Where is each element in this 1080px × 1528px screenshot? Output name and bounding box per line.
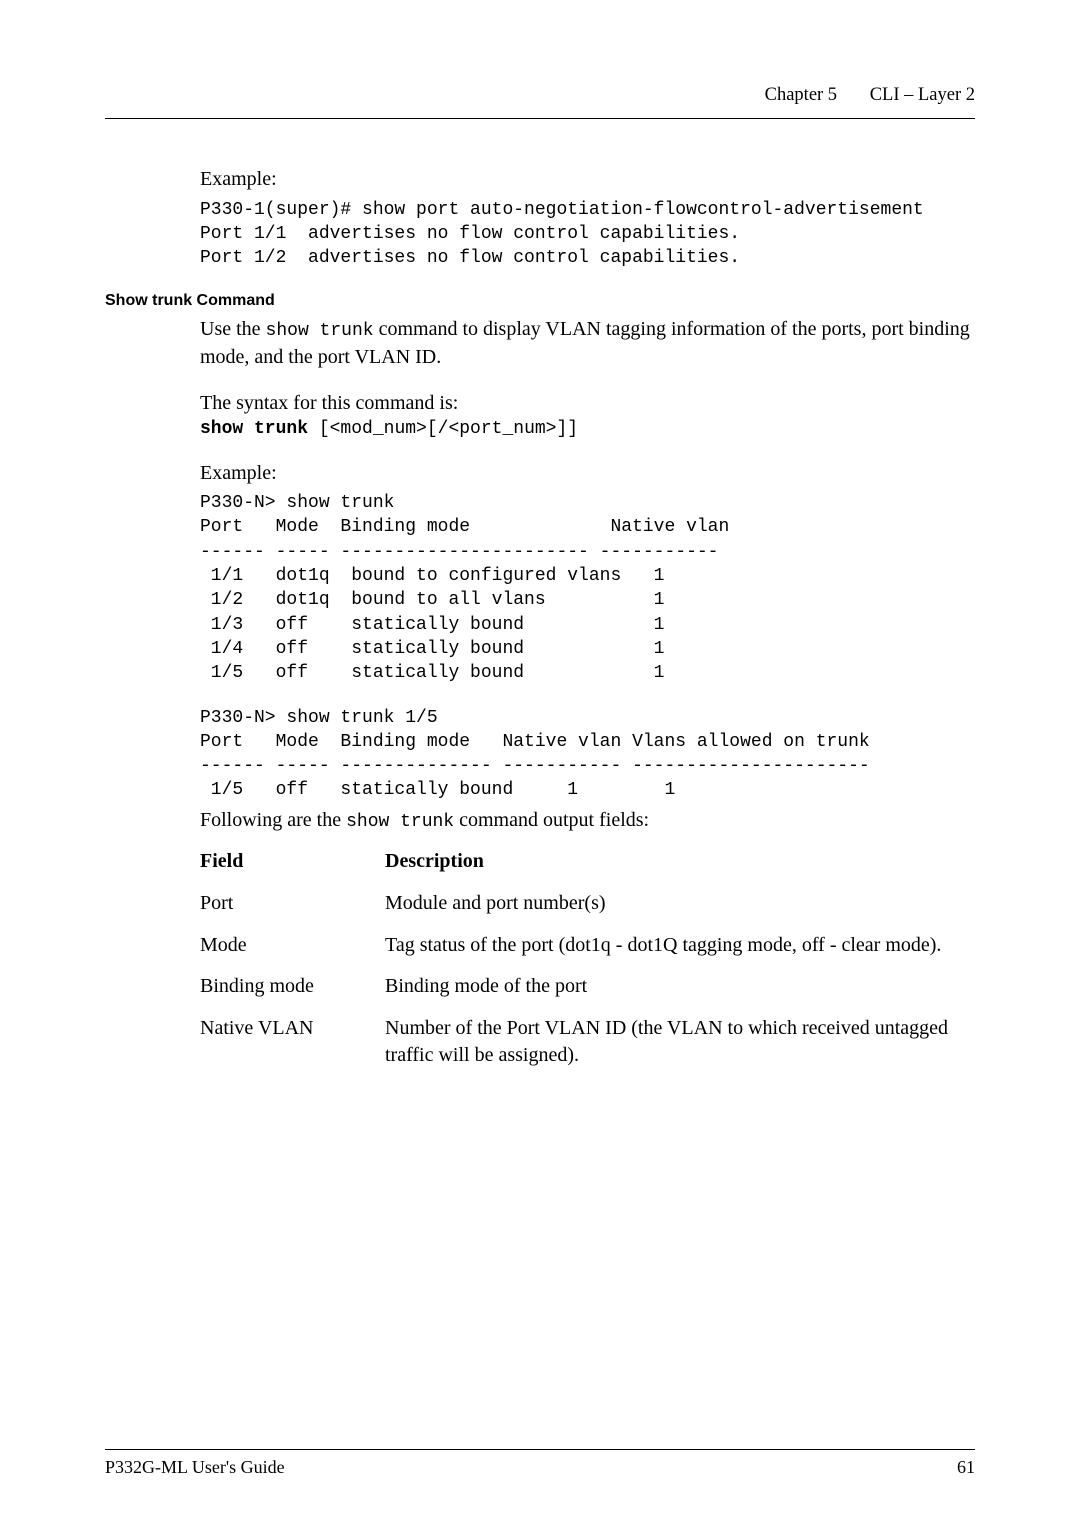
field-name: Mode [200, 932, 385, 960]
footer-page-number: 61 [957, 1455, 975, 1480]
fields-header-row: Field Description [200, 848, 975, 876]
ex2b-line-0: P330-N> show trunk 1/5 [200, 706, 975, 730]
following-prefix: Following are the [200, 809, 346, 831]
field-desc: Number of the Port VLAN ID (the VLAN to … [385, 1015, 975, 1069]
running-header: Chapter 5 CLI – Layer 2 [765, 85, 975, 106]
ex2a-line-0: P330-N> show trunk [200, 491, 975, 515]
example1-line-0: P330-1(super)# show port auto-negotiatio… [200, 198, 975, 222]
field-name: Native VLAN [200, 1015, 385, 1043]
field-desc: Binding mode of the port [385, 973, 975, 1000]
following-line: Following are the show trunk command out… [200, 807, 975, 835]
syntax-line: show trunk [<mod_num>[/<port_num>]] [200, 417, 975, 441]
chapter-label: Chapter 5 [765, 85, 837, 105]
fields-header-field: Field [200, 848, 385, 876]
page: Chapter 5 CLI – Layer 2 Example: P330-1(… [0, 0, 1080, 1528]
syntax-label: The syntax for this command is: [200, 390, 975, 418]
ex2a-line-1: Port Mode Binding mode Native vlan [200, 515, 975, 539]
section-heading: Show trunk Command [105, 292, 975, 310]
table-row: Binding mode Binding mode of the port [200, 973, 975, 1001]
following-suffix: command output fields: [454, 809, 649, 831]
field-desc: Tag status of the port (dot1q - dot1Q ta… [385, 932, 975, 959]
ex2a-line-2: ------ ----- ----------------------- ---… [200, 540, 975, 564]
example1-line-2: Port 1/2 advertises no flow control capa… [200, 246, 975, 270]
syntax-rest: [<mod_num>[/<port_num>]] [308, 419, 578, 439]
chapter-title: CLI – Layer 2 [870, 85, 975, 105]
fields-table: Field Description Port Module and port n… [200, 848, 975, 1068]
header-rule [105, 118, 975, 119]
ex2b-line-2: ------ ----- -------------- ----------- … [200, 754, 975, 778]
page-body: Example: P330-1(super)# show port auto-n… [200, 160, 975, 1083]
intro-prefix: Use the [200, 318, 266, 340]
ex2a-line-4: 1/2 dot1q bound to all vlans 1 [200, 588, 975, 612]
fields-header-desc: Description [385, 848, 975, 875]
table-row: Native VLAN Number of the Port VLAN ID (… [200, 1015, 975, 1069]
ex2a-line-5: 1/3 off statically bound 1 [200, 613, 975, 637]
table-row: Mode Tag status of the port (dot1q - dot… [200, 932, 975, 960]
ex2b-line-3: 1/5 off statically bound 1 1 [200, 778, 975, 802]
syntax-bold: show trunk [200, 419, 308, 439]
ex2b-line-1: Port Mode Binding mode Native vlan Vlans… [200, 730, 975, 754]
field-name: Port [200, 890, 385, 918]
intro-paragraph: Use the show trunk command to display VL… [200, 316, 975, 371]
ex2a-line-7: 1/5 off statically bound 1 [200, 661, 975, 685]
ex2a-line-6: 1/4 off statically bound 1 [200, 637, 975, 661]
footer-left: P332G-ML User's Guide [105, 1455, 285, 1480]
example1-label: Example: [200, 166, 975, 194]
field-name: Binding mode [200, 973, 385, 1001]
field-desc: Module and port number(s) [385, 890, 975, 917]
example1-line-1: Port 1/1 advertises no flow control capa… [200, 222, 975, 246]
footer-rule [105, 1449, 975, 1450]
table-row: Port Module and port number(s) [200, 890, 975, 918]
example2-label: Example: [200, 460, 975, 488]
intro-code: show trunk [266, 321, 374, 341]
following-code: show trunk [346, 812, 454, 832]
ex2a-line-3: 1/1 dot1q bound to configured vlans 1 [200, 564, 975, 588]
